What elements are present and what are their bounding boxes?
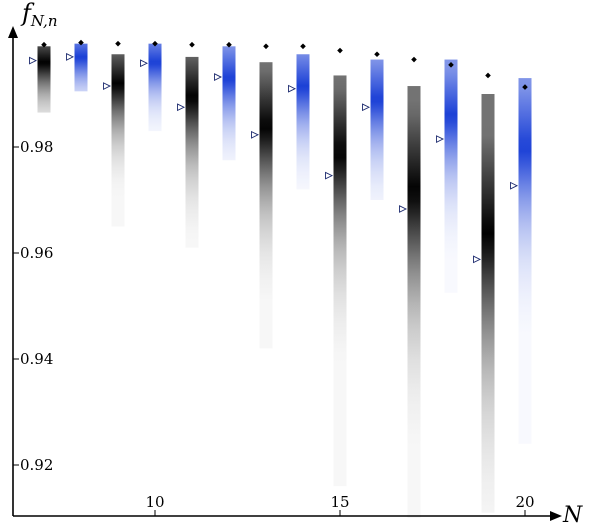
x-tick-label: 20 (515, 493, 534, 511)
column-N13 (259, 62, 273, 349)
max-marker-N8 (78, 39, 84, 46)
column-N17 (407, 86, 421, 519)
max-marker-N7 (41, 41, 47, 48)
column-N19 (481, 94, 495, 513)
mean-marker-N9 (103, 82, 112, 90)
max-marker-N12 (226, 41, 232, 48)
distribution-columns (37, 43, 532, 519)
mean-marker-N14 (288, 84, 297, 93)
y-axis-arrowhead (8, 26, 18, 38)
mean-marker-N12 (214, 73, 223, 81)
max-marker-N18 (448, 62, 454, 68)
mean-marker-N16 (362, 103, 371, 112)
column-N18 (444, 59, 458, 293)
mean-marker-N13 (251, 130, 260, 139)
mean-marker-N19 (473, 255, 482, 264)
x-axis-arrowhead (550, 511, 562, 521)
column-N7 (37, 46, 51, 113)
mean-marker-N7 (29, 56, 38, 65)
mean-marker-N15 (325, 171, 334, 180)
max-marker-N13 (263, 43, 269, 50)
column-N12 (222, 46, 236, 161)
mean-marker-N20 (510, 181, 519, 190)
x-axis-title: N (562, 503, 583, 525)
max-marker-N14 (300, 43, 306, 50)
mean-marker-N17 (399, 205, 408, 213)
max-marker-N10 (152, 40, 158, 47)
y-axis-title: fN,n (20, 0, 58, 30)
axes (8, 26, 562, 521)
max-marker-N11 (189, 41, 195, 48)
mean-marker-N10 (140, 59, 149, 68)
max-marker-N17 (411, 56, 417, 63)
y-axis-title-subscript: N,n (30, 12, 58, 30)
x-tick-label: 15 (330, 493, 349, 511)
x-tick-label: 10 (145, 493, 164, 511)
max-marker-N20 (522, 84, 528, 90)
mean-marker-N18 (436, 135, 445, 143)
ticks: 0.92 0.94 0.96 0.98 10 15 20 (13, 138, 535, 516)
column-N10 (148, 43, 162, 132)
column-N14 (296, 54, 310, 190)
max-marker-N16 (374, 51, 380, 58)
max-marker-N19 (485, 72, 491, 79)
y-tick-label: 0.92 (20, 456, 53, 474)
max-marker-N9 (115, 40, 121, 47)
column-N8 (74, 43, 88, 92)
mean-marker-N11 (177, 103, 186, 112)
y-tick-label: 0.94 (20, 350, 53, 368)
column-N15 (333, 75, 347, 487)
column-N9 (111, 54, 125, 227)
column-N11 (185, 56, 199, 248)
column-N16 (370, 59, 384, 200)
column-N20 (518, 78, 532, 444)
markers (29, 39, 528, 264)
y-tick-label: 0.96 (20, 244, 53, 262)
mean-marker-N8 (66, 52, 75, 61)
y-tick-label: 0.98 (20, 138, 53, 156)
max-marker-N15 (337, 47, 343, 54)
